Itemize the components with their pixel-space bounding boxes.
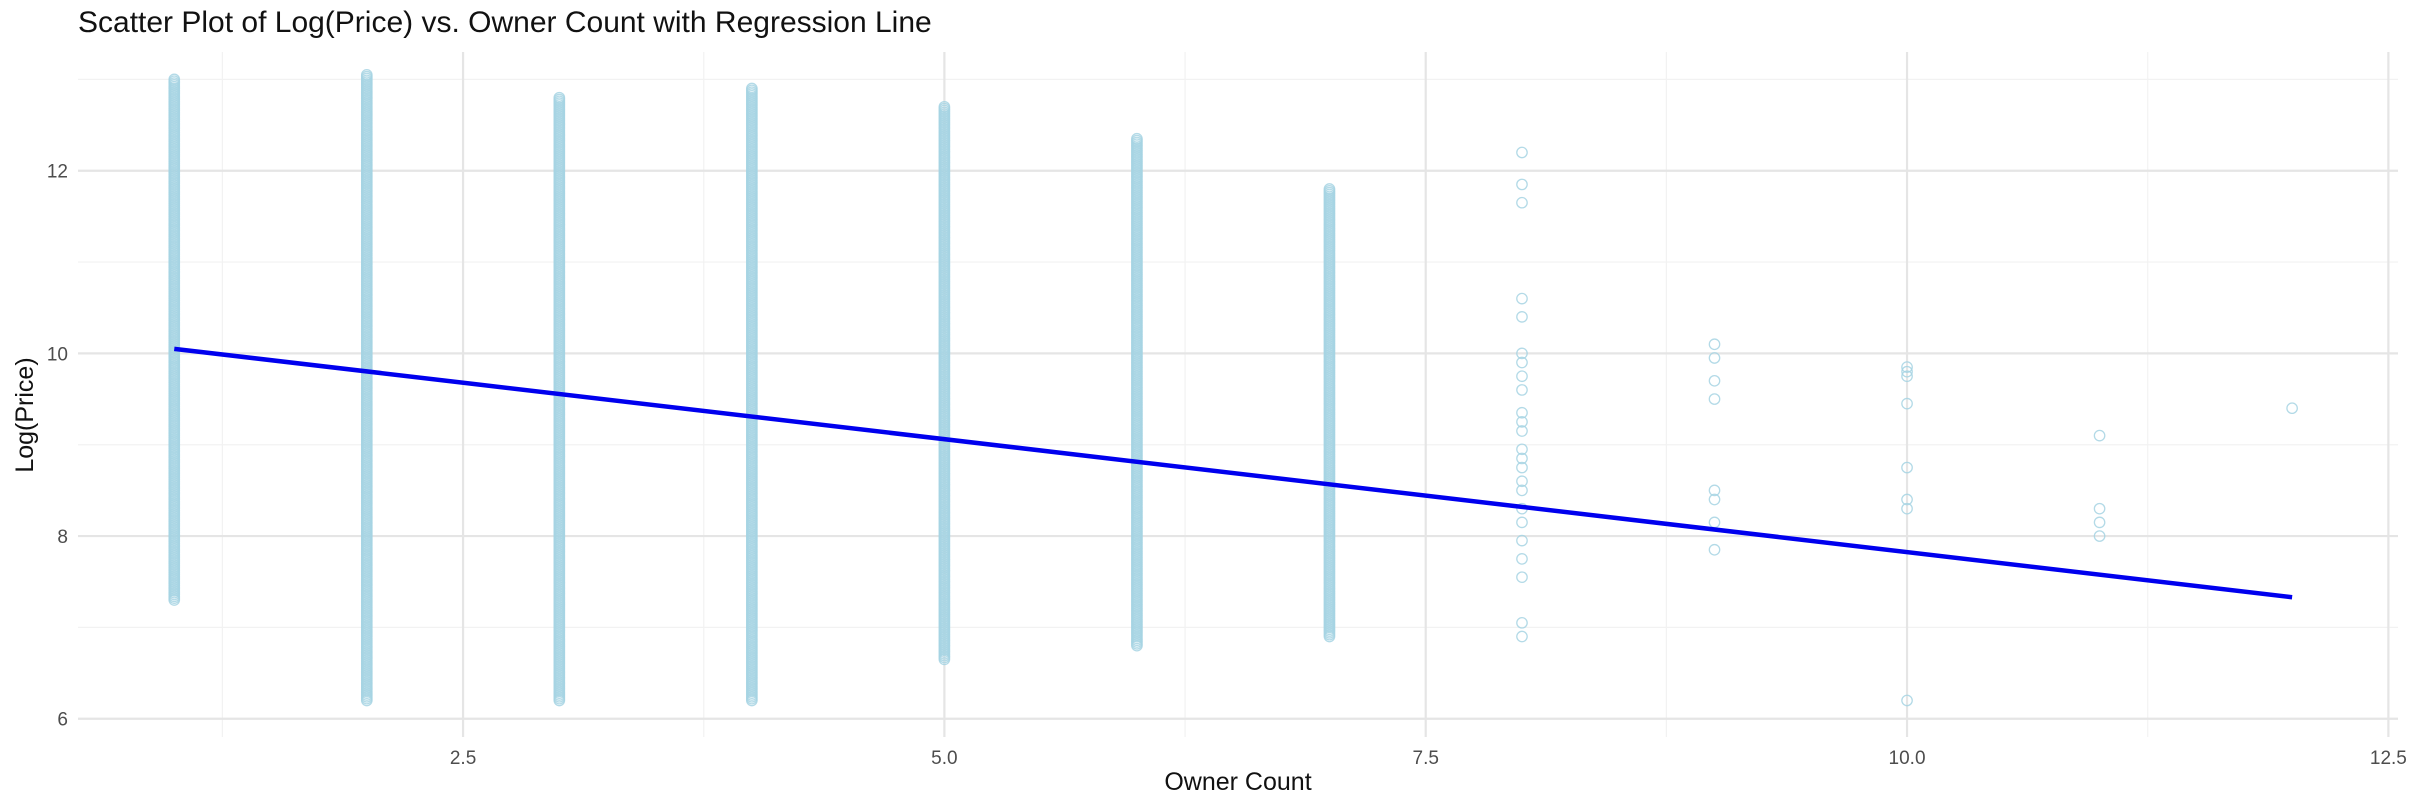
regression-line-group [174,346,2293,600]
data-point [1901,361,1913,373]
data-point [1516,384,1528,396]
data-point [1516,484,1528,497]
data-point [1516,553,1528,565]
data-point [1516,425,1528,437]
grid-lines [78,52,2398,737]
data-point [1516,534,1528,547]
chart-title: Scatter Plot of Log(Price) vs. Owner Cou… [78,6,932,39]
data-point [1516,347,1528,360]
data-point [2093,530,2106,542]
data-point [1516,452,1528,465]
y-tick-label: 6 [57,710,68,731]
data-point [1516,406,1528,419]
data-point [360,68,373,81]
y-tick-label: 12 [47,162,68,183]
x-tick-label: 12.5 [2370,748,2407,769]
data-point [1708,352,1721,364]
data-point [1901,461,1913,474]
data-point [1708,393,1721,405]
data-point [2093,516,2106,529]
data-point [746,82,758,95]
data-point [1901,493,1913,506]
regression-line [174,346,2293,600]
data-point [1323,183,1336,195]
data-point [1901,397,1913,410]
x-tick-label: 7.5 [1413,748,1439,769]
data-point [1901,365,1913,378]
data-point [1901,370,1913,383]
data-point [1516,196,1528,209]
data-point [1708,484,1721,497]
scatter-points [168,68,2298,707]
data-point [1516,630,1528,643]
x-tick-label: 10.0 [1889,748,1926,769]
x-tick-label: 2.5 [450,748,476,769]
data-point [1516,356,1528,369]
data-point [938,100,951,113]
data-point [1708,543,1721,556]
data-point [1901,694,1913,707]
tick-labels: 2.5 5.0 7.5 10.0 12.5 6 8 10 12 [47,162,2407,769]
data-point [1516,475,1528,488]
data-point [1516,292,1528,305]
data-point [553,91,566,104]
data-point [1516,311,1528,323]
data-point [168,73,181,86]
y-tick-label: 10 [47,344,68,365]
data-point [1516,370,1528,383]
data-point [1708,516,1721,529]
data-point [1516,461,1528,474]
data-point [1708,338,1721,351]
data-point [1708,493,1721,506]
data-point [1516,516,1528,529]
data-point [2093,429,2106,442]
data-point [1131,132,1143,145]
y-axis-title: Log(Price) [11,357,39,472]
data-point [1516,416,1528,428]
y-tick-label: 8 [57,527,68,548]
data-point [1901,502,1913,515]
x-axis-title: Owner Count [1164,768,1311,796]
data-point [1708,374,1721,387]
data-point [1516,178,1528,191]
data-point [1516,616,1528,629]
data-point [2093,502,2106,515]
data-point [1516,443,1528,456]
x-tick-label: 5.0 [931,748,957,769]
data-point [1516,146,1528,159]
data-point [2286,402,2298,415]
data-point [1516,571,1528,584]
